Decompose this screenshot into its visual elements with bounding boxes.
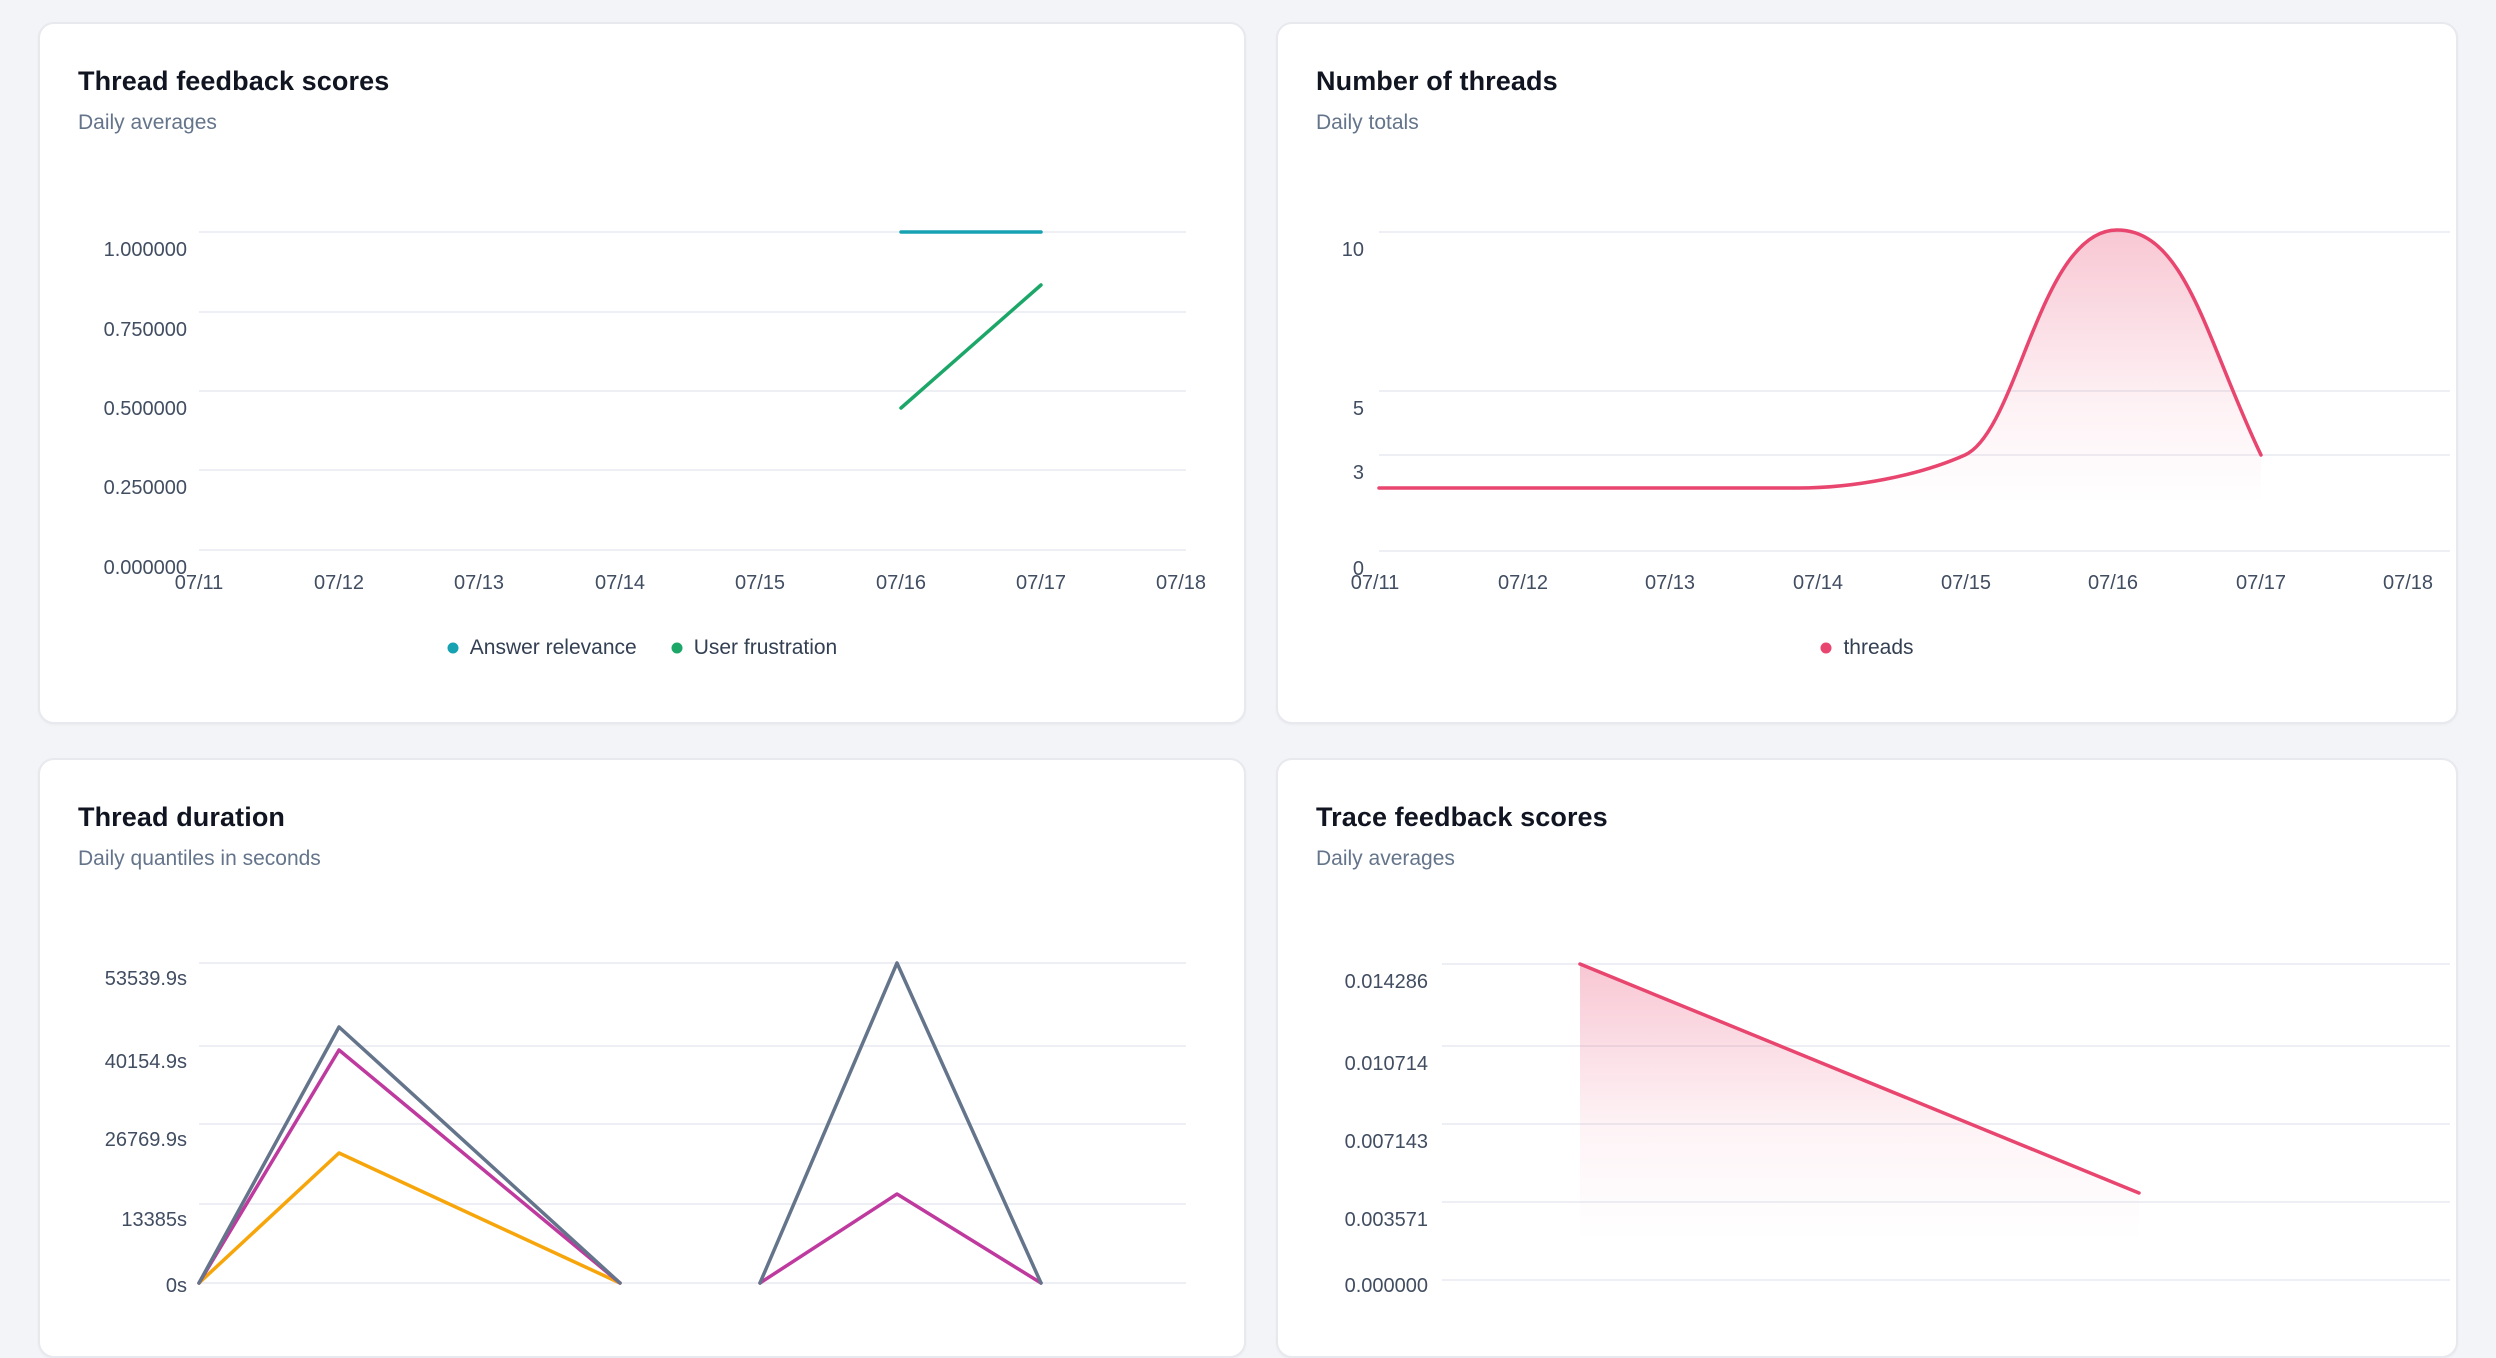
y-tick-label: 0.014286 — [1345, 971, 1428, 993]
y-tick-label: 0.007143 — [1345, 1131, 1428, 1153]
card-header: Thread feedback scores Daily averages — [78, 66, 389, 135]
y-tick-label: 0.500000 — [104, 398, 187, 420]
y-axis-ticks: 10 5 3 0 — [1342, 239, 1364, 580]
y-tick-label: 0.750000 — [104, 319, 187, 341]
legend-dot — [671, 642, 683, 654]
x-tick-label: 07/18 — [1156, 572, 1206, 594]
x-tick-label: 07/18 — [2383, 572, 2433, 594]
card-header: Thread duration Daily quantiles in secon… — [78, 802, 321, 871]
trace-feedback-scores-chart[interactable]: 0.014286 0.010714 0.007143 0.003571 0.00… — [1278, 760, 2460, 1356]
y-tick-label: 5 — [1353, 398, 1364, 420]
y-tick-label: 40154.9s — [105, 1051, 187, 1073]
x-tick-label: 07/14 — [595, 572, 645, 594]
x-tick-label: 07/17 — [2236, 572, 2286, 594]
legend-label: threads — [1843, 636, 1914, 659]
gridlines — [199, 962, 1186, 1284]
y-tick-label: 0.003571 — [1345, 1209, 1428, 1231]
card-subtitle: Daily averages — [1316, 847, 1455, 870]
legend-label: Answer relevance — [469, 636, 637, 659]
y-tick-label: 3 — [1353, 462, 1364, 484]
chart-legend: threads — [1278, 636, 2456, 660]
legend-dot-icon — [1820, 642, 1832, 654]
legend-dot — [447, 642, 459, 654]
card-title: Number of threads — [1316, 66, 1558, 96]
legend-item-threads[interactable]: threads — [1820, 636, 1914, 660]
x-tick-label: 07/15 — [1941, 572, 1991, 594]
legend-dot-icon — [447, 642, 459, 654]
number-of-threads-chart[interactable]: 10 5 3 0 07/11 07/12 07/13 07/14 07/15 0… — [1278, 24, 2460, 726]
y-tick-label: 1.000000 — [104, 239, 187, 261]
y-tick-label: 0.000000 — [1345, 1275, 1428, 1297]
series-area-threads — [1379, 230, 2261, 551]
series-line-scores — [1578, 962, 2141, 1195]
x-tick-label: 07/11 — [1351, 572, 1400, 594]
x-tick-label: 07/16 — [876, 572, 926, 594]
x-tick-label: 07/13 — [454, 572, 504, 594]
legend-item-user-frustration[interactable]: User frustration — [671, 636, 838, 660]
series-line-quantile-slate — [197, 961, 1043, 1285]
series-line-threads — [1377, 228, 2263, 490]
card-number-of-threads: Number of threads Daily totals 10 5 3 0 … — [1276, 22, 2458, 724]
card-thread-duration: Thread duration Daily quantiles in secon… — [38, 758, 1246, 1358]
series-area-scores — [1580, 964, 2139, 1281]
y-tick-label: 0.010714 — [1345, 1053, 1428, 1075]
card-thread-feedback-scores: Thread feedback scores Daily averages 1.… — [38, 22, 1246, 724]
x-axis-ticks: 07/11 07/12 07/13 07/14 07/15 07/16 07/1… — [1351, 572, 2433, 594]
y-tick-label: 0 — [1353, 558, 1364, 580]
chart-legend: Answer relevance User frustration — [40, 636, 1244, 660]
x-tick-label: 07/14 — [1793, 572, 1843, 594]
x-tick-label: 07/15 — [735, 572, 785, 594]
card-title: Thread feedback scores — [78, 66, 390, 96]
y-axis-ticks: 1.000000 0.750000 0.500000 0.250000 0.00… — [104, 239, 187, 579]
y-tick-label: 53539.9s — [105, 968, 187, 990]
card-title: Thread duration — [78, 802, 286, 832]
legend-dot — [1820, 642, 1832, 654]
gridlines — [199, 231, 1186, 551]
card-header: Number of threads Daily totals — [1316, 66, 1558, 135]
y-tick-label: 13385s — [121, 1209, 187, 1231]
card-trace-feedback-scores: Trace feedback scores Daily averages 0.0… — [1276, 758, 2458, 1358]
y-axis-ticks: 0.014286 0.010714 0.007143 0.003571 0.00… — [1345, 971, 1428, 1297]
legend-item-answer-relevance[interactable]: Answer relevance — [447, 636, 637, 660]
x-tick-label: 07/11 — [175, 572, 224, 594]
legend-dot-icon — [671, 642, 683, 654]
y-tick-label: 10 — [1342, 239, 1364, 261]
card-subtitle: Daily quantiles in seconds — [78, 847, 321, 870]
x-axis-ticks: 07/11 07/12 07/13 07/14 07/15 07/16 07/1… — [175, 572, 1206, 594]
y-tick-label: 0.000000 — [104, 557, 187, 579]
thread-feedback-scores-chart[interactable]: 1.000000 0.750000 0.500000 0.250000 0.00… — [40, 24, 1248, 726]
x-tick-label: 07/12 — [314, 572, 364, 594]
card-subtitle: Daily averages — [78, 111, 217, 134]
card-header: Trace feedback scores Daily averages — [1316, 802, 1608, 871]
thread-duration-chart[interactable]: 53539.9s 40154.9s 26769.9s 13385s 0s — [40, 760, 1248, 1356]
card-subtitle: Daily totals — [1316, 111, 1419, 134]
card-title: Trace feedback scores — [1316, 802, 1608, 832]
y-tick-label: 0s — [166, 1275, 187, 1297]
y-tick-label: 0.250000 — [104, 477, 187, 499]
series-line-quantile-magenta — [197, 1048, 1043, 1285]
x-tick-label: 07/13 — [1645, 572, 1695, 594]
series-line-user-frustration — [899, 283, 1043, 410]
y-axis-ticks: 53539.9s 40154.9s 26769.9s 13385s 0s — [105, 968, 187, 1297]
x-tick-label: 07/12 — [1498, 572, 1548, 594]
dashboard-page: { "page": { "background": "#f3f4f7", "gr… — [38, 22, 2458, 1358]
legend-label: User frustration — [693, 636, 838, 659]
y-tick-label: 26769.9s — [105, 1129, 187, 1151]
x-tick-label: 07/16 — [2088, 572, 2138, 594]
series-line-quantile-amber — [197, 1151, 622, 1285]
x-tick-label: 07/17 — [1016, 572, 1066, 594]
